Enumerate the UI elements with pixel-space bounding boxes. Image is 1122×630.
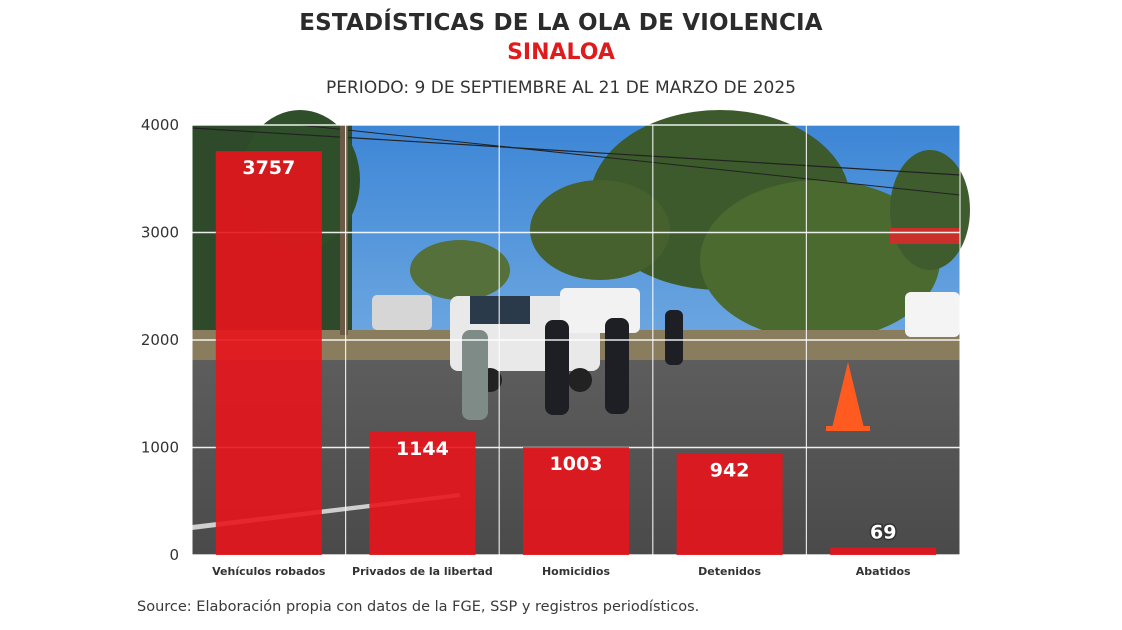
data-label: 942 xyxy=(710,460,750,482)
chart-title: ESTADÍSTICAS DE LA OLA DE VIOLENCIA xyxy=(299,10,823,36)
data-label: 3757 xyxy=(242,157,295,179)
x-axis: Vehículos robados Privados de la libertad… xyxy=(212,565,911,578)
data-label: 69 xyxy=(870,522,896,544)
y-tick-label: 3000 xyxy=(141,224,179,242)
x-tick-label: Vehículos robados xyxy=(212,565,326,578)
y-tick-label: 0 xyxy=(169,546,179,564)
bar xyxy=(830,547,937,555)
bar xyxy=(369,432,476,555)
y-tick-label: 2000 xyxy=(141,331,179,349)
bar xyxy=(523,447,629,555)
chart-period: PERIODO: 9 DE SEPTIEMBRE AL 21 DE MARZO … xyxy=(326,78,796,98)
chart-source: Source: Elaboración propia con datos de … xyxy=(137,599,700,615)
y-tick-label: 4000 xyxy=(141,116,179,134)
bar xyxy=(676,453,783,555)
x-tick-label: Abatidos xyxy=(856,565,911,578)
x-tick-label: Homicidios xyxy=(542,565,610,578)
bar xyxy=(215,151,322,555)
data-label: 1003 xyxy=(550,453,603,475)
y-tick-label: 1000 xyxy=(141,439,179,457)
bars xyxy=(215,151,937,555)
data-label: 1144 xyxy=(396,438,449,460)
chart-subtitle: SINALOA xyxy=(507,40,615,65)
x-tick-label: Privados de la libertad xyxy=(352,565,493,578)
y-axis: 0 1000 2000 3000 4000 xyxy=(141,116,179,564)
x-tick-label: Detenidos xyxy=(698,565,761,578)
data-labels: 3757 1144 1003 942 69 xyxy=(242,157,898,545)
